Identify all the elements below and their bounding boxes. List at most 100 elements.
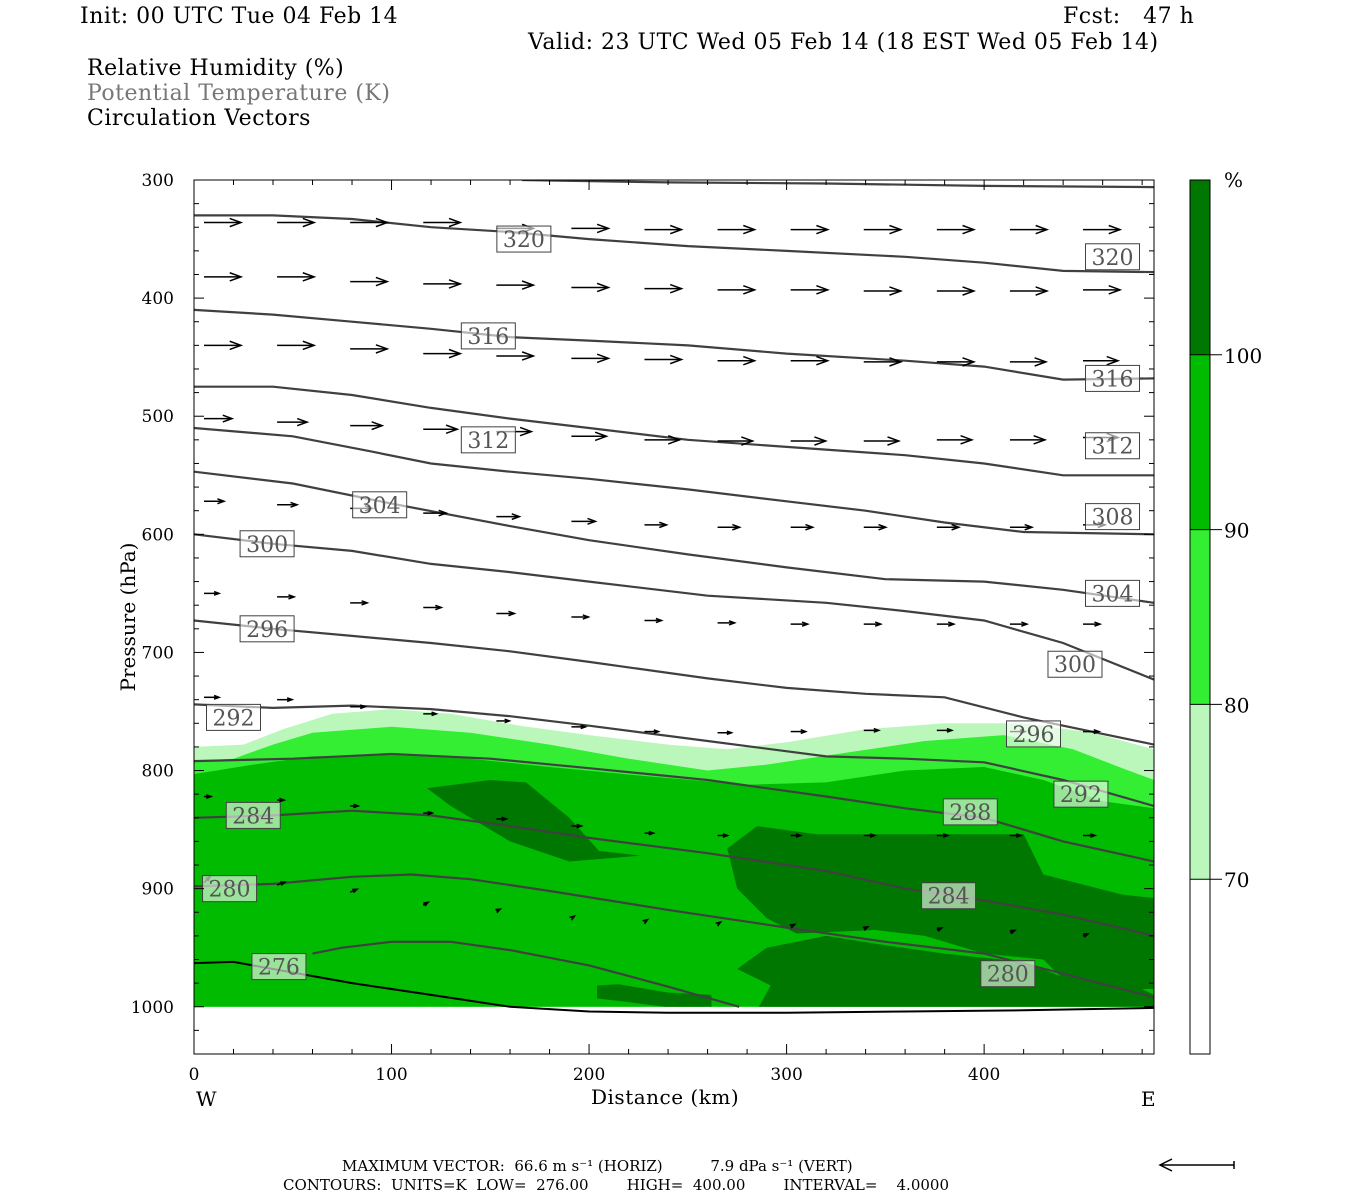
vector-head: [962, 357, 977, 367]
circulation-vector: [350, 704, 368, 710]
vector-head: [302, 217, 317, 228]
contour-label-box: [942, 798, 998, 826]
contour-label-box: [239, 530, 295, 558]
circulation-vector: [277, 272, 317, 282]
contour-label-text: 304: [359, 494, 401, 519]
contour-label-292-0: 292: [206, 703, 262, 731]
vector-head: [359, 704, 368, 710]
circulation-vector: [350, 600, 370, 606]
vector-head: [667, 435, 682, 445]
y-tick-label: 300: [142, 171, 174, 191]
circulation-vector: [204, 217, 244, 228]
contour-label-312-0: 312: [460, 426, 516, 454]
vector-head: [648, 830, 656, 836]
circulation-vector: [569, 914, 577, 921]
vector-head: [423, 901, 431, 907]
contour-label-text: 284: [928, 885, 970, 910]
circulation-vector: [277, 797, 287, 803]
contour-label-316-1: 316: [1085, 364, 1141, 392]
vector-head: [286, 697, 295, 703]
circulation-vector: [349, 888, 360, 894]
circulation-vector: [1009, 833, 1024, 838]
circulation-vector: [422, 901, 431, 907]
vector-head: [800, 729, 808, 735]
contour-label-text: 284: [232, 804, 274, 829]
contour-label-box: [460, 322, 516, 350]
vector-head: [229, 217, 244, 228]
theta-contour-316: [194, 308, 1154, 381]
vector-head: [511, 513, 522, 521]
x-right-label: E: [1141, 1087, 1157, 1111]
vector-head: [669, 354, 684, 365]
vector-head: [1015, 833, 1024, 838]
vector-head: [1035, 224, 1050, 235]
vector-head: [279, 797, 287, 803]
vector-head: [206, 794, 214, 799]
y-tick-label: 400: [142, 289, 174, 309]
theta-contour-300: [194, 533, 1154, 681]
vector-head: [501, 816, 509, 822]
rh-title: Relative Humidity (%): [87, 56, 345, 81]
vector-head: [1093, 728, 1102, 735]
contour-label-box: [251, 953, 307, 981]
vector-head: [878, 523, 888, 531]
circulation-vector: [204, 340, 244, 351]
theta-contour-308: [194, 426, 1154, 536]
circulation-vector: [1009, 435, 1048, 445]
contour-label-text: 296: [246, 618, 288, 643]
vector-head: [296, 417, 310, 427]
circulation-vector: [717, 224, 757, 235]
y-axis-title: Pressure (hPa): [116, 543, 140, 692]
circulation-vector: [1083, 355, 1121, 366]
vector-head: [889, 357, 903, 367]
circulation-vector: [496, 513, 522, 521]
vector-head: [1082, 933, 1091, 938]
circulation-vector: [936, 224, 977, 235]
contour-label-text: 300: [1054, 653, 1096, 678]
vector-head: [1024, 523, 1035, 531]
colorbar-frame: [1189, 179, 1211, 1055]
vector-head: [596, 353, 611, 364]
circulation-vector: [936, 286, 977, 296]
vector-head: [869, 833, 877, 838]
contour-label-box: [1085, 503, 1141, 531]
contour-label-text: 316: [467, 325, 509, 350]
reference-vector: [1158, 1158, 1235, 1172]
circulation-vector: [277, 217, 317, 228]
colorbar-label: 90: [1224, 519, 1249, 543]
vector-head: [519, 426, 534, 437]
contour-label-288-0: 288: [942, 798, 998, 826]
colorbar-label: 80: [1224, 693, 1249, 717]
contour-label-308-0: 308: [1085, 503, 1141, 531]
vector-head: [435, 604, 444, 611]
circulation-vector: [204, 414, 235, 423]
vector-head: [960, 435, 975, 445]
contour-label-text: 312: [1092, 435, 1134, 460]
contour-label-text: 292: [1060, 783, 1102, 808]
x-left-label: W: [196, 1087, 218, 1111]
vector-head: [862, 925, 870, 931]
contour-label-280-0: 280: [202, 875, 258, 903]
theta-contour-304: [194, 470, 1154, 604]
contour-label-304-1: 304: [1085, 579, 1141, 607]
circulation-vector: [423, 279, 463, 289]
vector-head: [722, 833, 730, 838]
y-tick-label: 600: [142, 525, 174, 545]
circulation-vector: [204, 498, 227, 505]
contour-label-box: [206, 703, 262, 731]
circulation-vector: [644, 283, 684, 294]
vector-head: [946, 727, 955, 733]
circulation-vector: [1083, 728, 1102, 735]
contour-label-text: 312: [467, 429, 509, 454]
vector-head: [288, 594, 297, 600]
circulation-vector: [350, 344, 390, 354]
vector-head: [642, 918, 650, 925]
circulation-vectors: [203, 217, 1123, 938]
circulation-vector: [1009, 357, 1049, 367]
contour-info: CONTOURS: UNITS=K LOW= 276.00 HIGH= 400.…: [283, 1176, 949, 1194]
circulation-vector: [790, 833, 803, 838]
vector-head: [789, 923, 797, 929]
contour-label-320-0: 320: [496, 225, 552, 253]
forecast-hour: Fcst: 47 h: [1063, 4, 1195, 29]
contour-label-box: [1085, 432, 1141, 460]
